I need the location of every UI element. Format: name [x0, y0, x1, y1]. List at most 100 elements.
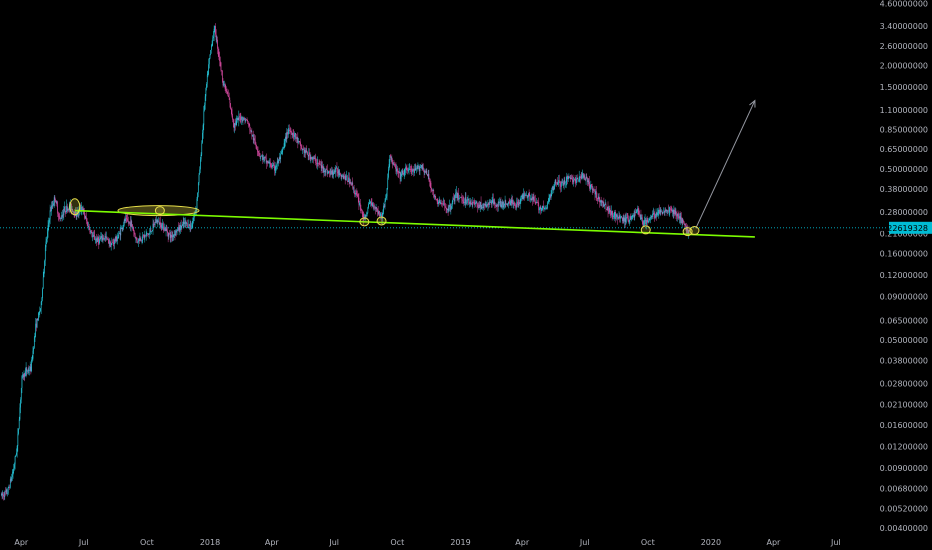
candle-body: [543, 208, 545, 209]
candle-body: [427, 174, 428, 177]
candle-body: [9, 479, 11, 488]
touch-marker[interactable]: [69, 198, 81, 216]
candle-body: [333, 171, 335, 173]
candle-body: [351, 182, 353, 185]
candle-body: [567, 176, 568, 180]
candle-body: [578, 176, 580, 180]
candle-body: [267, 161, 269, 164]
candle-body: [94, 236, 96, 240]
candle-body: [329, 171, 330, 173]
candle-body: [27, 371, 28, 372]
candle-body: [169, 233, 170, 234]
candle-body: [325, 169, 327, 173]
candle-body: [318, 162, 319, 164]
price-axis[interactable]: 4.60000000 3.40000000 2.60000000 2.00000000…: [880, 0, 932, 533]
candle-body: [76, 215, 78, 217]
time-axis[interactable]: Apr Jul Oct 2018 Apr Jul Oct 2019 Apr Jul Oct 2020 A…: [14, 538, 840, 547]
candle-body: [602, 201, 603, 203]
candle-body: [217, 39, 218, 49]
candle-body: [254, 140, 256, 144]
candle-body: [230, 108, 232, 110]
touch-marker[interactable]: [640, 225, 651, 235]
candle-body: [681, 217, 682, 223]
touch-marker[interactable]: [359, 217, 370, 227]
candle-body: [50, 210, 52, 212]
candle-body: [611, 211, 613, 216]
candle-body: [495, 205, 496, 206]
candle-body: [618, 215, 620, 219]
touch-marker[interactable]: [154, 206, 165, 216]
candle-body: [499, 201, 500, 203]
candle-body: [639, 214, 641, 216]
candle-body: [423, 170, 425, 173]
candle-body: [277, 161, 279, 163]
candle-body: [226, 92, 228, 93]
candle-body: [394, 163, 395, 166]
candle-body: [566, 176, 568, 182]
candle-body: [2, 494, 4, 496]
candle-body: [425, 170, 427, 173]
candle-body: [182, 221, 184, 225]
candle-body: [168, 233, 170, 237]
candle-body: [387, 177, 389, 189]
candle-body: [158, 220, 160, 225]
candle-body: [87, 222, 89, 228]
candle-body: [243, 117, 244, 120]
candle-body: [245, 119, 247, 122]
candle-body: [563, 180, 565, 186]
candle-body: [530, 198, 532, 200]
candle-body: [33, 347, 34, 351]
projection-arrow-line[interactable]: [695, 100, 756, 229]
candle-body: [151, 231, 153, 232]
candle-body: [545, 207, 547, 209]
candle-body: [621, 216, 623, 218]
price-tick-label: 3.40000000: [880, 22, 928, 31]
candle-body: [451, 201, 453, 207]
candle-body: [456, 192, 457, 193]
candle-body: [410, 169, 412, 170]
candle-body: [404, 169, 406, 173]
support-trendline[interactable]: [74, 209, 755, 238]
candle-body: [31, 358, 33, 360]
candle-body: [101, 235, 102, 239]
candle-body: [563, 182, 564, 186]
candle-body: [483, 204, 485, 208]
candle-body: [662, 212, 664, 215]
candle-body: [97, 237, 99, 241]
touch-marker[interactable]: [689, 226, 700, 236]
candle-body: [353, 187, 354, 189]
candle-body: [318, 163, 320, 164]
candle-body: [442, 203, 444, 205]
candle-body: [608, 210, 610, 213]
candle-body: [323, 167, 325, 173]
candle-body: [532, 196, 534, 200]
candle-body: [114, 239, 116, 241]
candle-body: [114, 239, 115, 244]
candle-body: [179, 226, 181, 231]
candle-body: [597, 197, 599, 200]
candle-body: [674, 209, 675, 215]
candle-body: [258, 151, 260, 154]
candle-body: [561, 182, 562, 187]
candle-body: [611, 211, 612, 215]
candle-body: [649, 218, 651, 221]
candle-body: [517, 201, 518, 205]
candle-body: [484, 204, 485, 206]
candle-body: [332, 170, 334, 175]
candle-body: [462, 200, 464, 203]
touch-marker[interactable]: [376, 216, 387, 226]
candle-body: [1, 493, 2, 496]
candle-body: [512, 203, 514, 205]
candle-body: [70, 203, 72, 208]
candle-body: [171, 234, 172, 238]
candle-body: [639, 214, 640, 216]
candle-body: [264, 157, 266, 158]
candle-body: [244, 119, 246, 122]
candle-body: [49, 210, 51, 220]
candle-body: [539, 208, 540, 211]
candle-body: [260, 156, 262, 157]
candle-body: [576, 177, 578, 179]
candle-body: [166, 228, 168, 231]
candle-body: [186, 223, 188, 228]
candle-body: [641, 217, 643, 222]
